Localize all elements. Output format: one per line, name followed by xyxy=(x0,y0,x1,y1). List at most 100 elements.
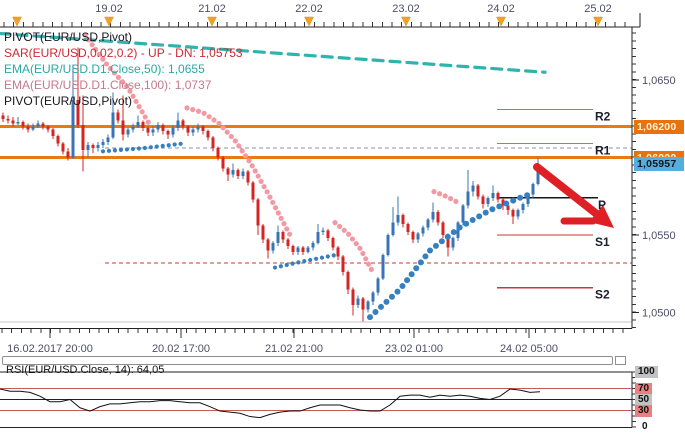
price-scale-label: 1,0550 xyxy=(642,230,676,242)
candle-body xyxy=(101,142,105,146)
candle-body xyxy=(151,129,155,133)
candle-body xyxy=(266,239,270,251)
sar-dot xyxy=(444,233,451,240)
candle-body xyxy=(146,128,150,133)
candle-body xyxy=(41,123,45,127)
sar-dot xyxy=(220,125,226,131)
sar-dot xyxy=(503,200,510,207)
candle-body xyxy=(61,143,65,152)
top-date-label: 23.02 xyxy=(392,3,420,15)
sar-dot xyxy=(404,277,411,284)
date-marker-icon xyxy=(401,16,411,27)
candle-body xyxy=(466,191,470,206)
candle-body xyxy=(241,171,245,177)
rsi-scale-badge-0: 0 xyxy=(642,421,648,432)
candle-body xyxy=(156,124,160,130)
candle-body xyxy=(36,123,40,127)
bottom-time-label: 16.02.2017 20:00 xyxy=(7,343,93,355)
date-marker-icon xyxy=(104,16,114,27)
scrollbar-end-button[interactable] xyxy=(615,356,626,365)
sar-dot xyxy=(106,148,112,153)
sar-dot xyxy=(166,143,171,148)
candle-body xyxy=(411,231,415,240)
sar-dot xyxy=(388,293,395,300)
candle-body xyxy=(21,121,25,127)
candle-body xyxy=(436,211,440,223)
candle-body xyxy=(451,238,455,248)
sar-dot xyxy=(246,158,252,164)
candle-body xyxy=(221,157,225,169)
candle-body xyxy=(301,247,305,253)
candle-body xyxy=(126,129,130,135)
arrow-head xyxy=(589,205,614,228)
sar-dot xyxy=(184,105,190,111)
sar-dot xyxy=(145,119,151,125)
sar-dot xyxy=(115,74,122,80)
sar-dot xyxy=(89,42,95,48)
candle-body xyxy=(161,124,165,132)
sar-dot xyxy=(357,245,363,251)
candle-body xyxy=(226,168,230,175)
candle-body xyxy=(131,126,135,130)
candle-body xyxy=(336,247,340,257)
candle-body xyxy=(406,224,410,232)
sar-dot xyxy=(100,56,106,62)
sar-dot xyxy=(319,255,325,260)
sar-dot xyxy=(142,114,148,120)
sar-dot xyxy=(142,145,147,151)
sar-dot xyxy=(85,37,92,43)
sar-dot xyxy=(496,203,503,210)
candle-body xyxy=(346,272,350,290)
sar-dot xyxy=(96,51,102,57)
date-marker-icon xyxy=(593,16,603,27)
rsi-line xyxy=(0,388,541,419)
candle-body xyxy=(216,148,220,158)
sar-dot xyxy=(417,259,424,266)
price-badge: 1,05957 xyxy=(634,157,684,172)
rsi-scale-badge-100: 100 xyxy=(635,366,658,378)
sar-dot xyxy=(363,256,369,262)
candle-body xyxy=(256,199,260,226)
sar-dot xyxy=(278,215,284,221)
candle-body xyxy=(356,298,360,305)
bottom-time-label: 20.02 17:00 xyxy=(152,343,210,355)
sell-arrow-annotation xyxy=(533,163,614,228)
legend-line-0: PIVOT(EUR/USD,Pivot) xyxy=(4,30,133,44)
sar-dot xyxy=(365,261,372,267)
candle-body xyxy=(351,289,355,305)
candle-body xyxy=(166,131,170,135)
top-date-label: 25.02 xyxy=(584,3,612,15)
sar-dot xyxy=(438,238,445,245)
candle-body xyxy=(371,292,375,302)
sar-dots xyxy=(82,32,531,321)
sar-dot xyxy=(337,223,343,230)
candle-body xyxy=(496,193,500,200)
sar-dot xyxy=(201,110,207,116)
sar-dot xyxy=(284,262,289,268)
candle-body xyxy=(86,145,90,150)
candle-body xyxy=(1,115,5,119)
candle-body xyxy=(186,126,190,133)
pivot-label-R2: R2 xyxy=(595,109,611,123)
candle-body xyxy=(271,242,275,251)
candle-body xyxy=(31,126,35,130)
sar-dot xyxy=(252,168,258,174)
candle-body xyxy=(481,196,485,204)
sar-dot xyxy=(272,265,278,270)
legend-line-3: EMA(EUR/USD.D1.Close,100): 1,0737 xyxy=(4,78,212,92)
sar-dot xyxy=(172,142,177,147)
sar-dot xyxy=(139,109,145,115)
sar-dot xyxy=(130,146,136,152)
sar-dot xyxy=(432,242,439,249)
sar-dot xyxy=(489,206,496,213)
candle-body xyxy=(391,222,395,235)
candle-body xyxy=(176,120,180,129)
sar-dot xyxy=(284,226,290,232)
horizontal-scrollbar[interactable] xyxy=(2,356,613,365)
sar-dot xyxy=(249,163,255,169)
sar-dot xyxy=(360,250,366,257)
candle-body xyxy=(401,214,405,225)
candle-body xyxy=(276,231,280,243)
candle-body xyxy=(381,255,385,279)
